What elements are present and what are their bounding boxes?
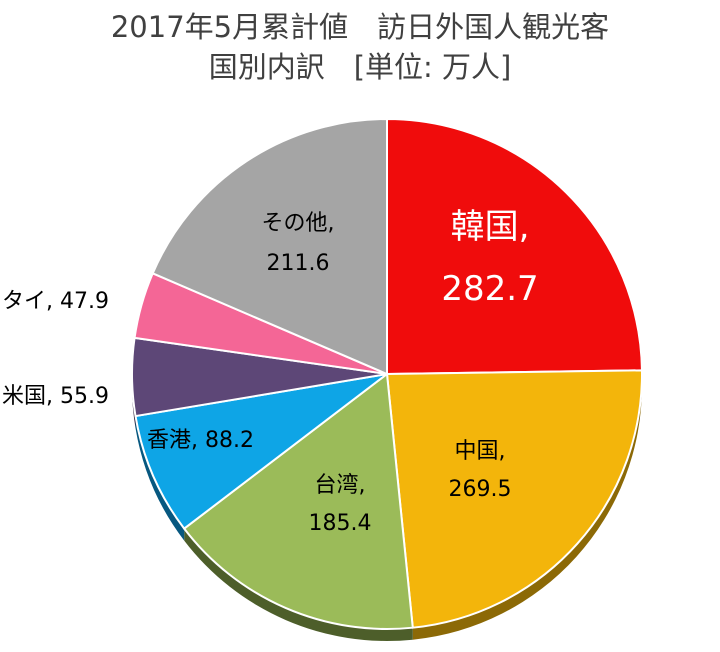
pie-side-hongkong [135, 416, 185, 541]
pie-slices [131, 118, 643, 631]
slice-label-other: その他, [262, 211, 335, 236]
pie-slice-other [151, 118, 388, 375]
chart-subtitle: 国別内訳 [単位: 万人] [208, 50, 512, 84]
slice-label-thailand: タイ, 47.9 [2, 289, 109, 314]
pie-slice-taiwan [183, 373, 414, 631]
chart-title: 2017年5月累計値 訪日外国人観光客 [110, 10, 610, 44]
pie-slice-china [386, 369, 643, 629]
pie-slice-hongkong [134, 373, 388, 530]
slice-label-china: 中国, [455, 439, 506, 464]
slice-value-china: 269.5 [449, 477, 512, 502]
slice-value-taiwan: 185.4 [309, 511, 372, 536]
slice-label-hongkong: 香港, 88.2 [147, 428, 254, 453]
slice-value-other: 211.6 [267, 251, 330, 276]
slice-label-usa: 米国, 55.9 [2, 384, 109, 409]
pie-slice-korea [386, 118, 643, 375]
slice-label-korea: 韓国, [451, 207, 530, 247]
slice-label-taiwan: 台湾, [315, 473, 366, 498]
pie-labels: 韓国, 282.7 中国, 269.5 台湾, 185.4 香港, 88.2 米国, 55.9… [2, 207, 539, 536]
slice-value-korea: 282.7 [441, 269, 538, 309]
